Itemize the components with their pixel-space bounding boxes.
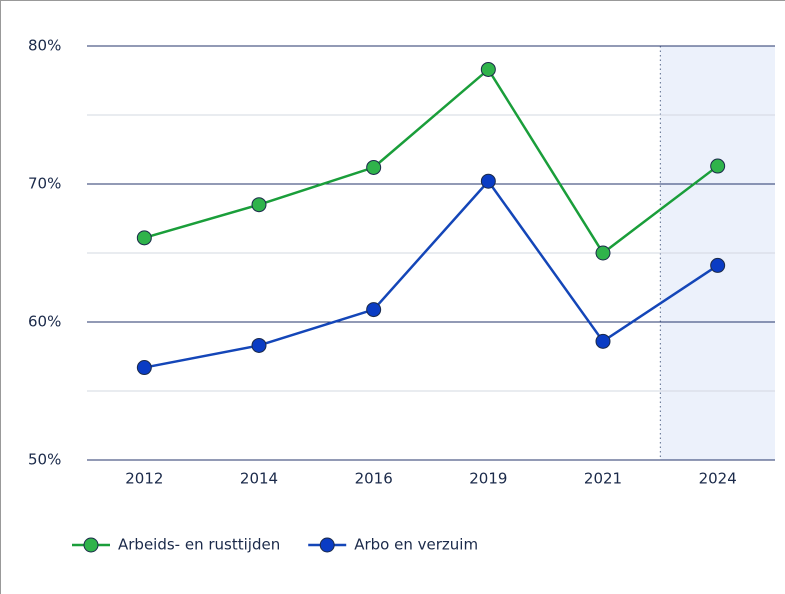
legend-label: Arbeids- en rusttijden (118, 536, 280, 554)
data-point (595, 245, 611, 261)
series-line (144, 179, 719, 369)
data-point (480, 173, 496, 189)
y-tick-label: 70% (28, 175, 61, 193)
data-point (136, 230, 152, 246)
data-point (710, 158, 726, 174)
data-point (595, 333, 611, 349)
data-point (136, 360, 152, 376)
data-point (366, 159, 382, 175)
data-point (251, 197, 267, 213)
legend-label: Arbo en verzuim (354, 536, 478, 554)
x-tick-label: 2014 (240, 470, 278, 488)
legend-marker (83, 537, 99, 553)
data-point (251, 337, 267, 353)
legend-marker (319, 537, 335, 553)
x-tick-label: 2024 (699, 470, 737, 488)
series-line (143, 67, 719, 255)
y-tick-label: 80% (28, 37, 61, 55)
x-tick-label: 2021 (584, 470, 622, 488)
y-tick-label: 60% (28, 313, 61, 331)
data-point (480, 61, 496, 77)
x-tick-label: 2019 (469, 470, 507, 488)
data-point (710, 257, 726, 273)
x-tick-label: 2016 (355, 470, 393, 488)
x-tick-label: 2012 (125, 470, 163, 488)
y-tick-label: 50% (28, 451, 61, 469)
data-point (366, 302, 382, 318)
